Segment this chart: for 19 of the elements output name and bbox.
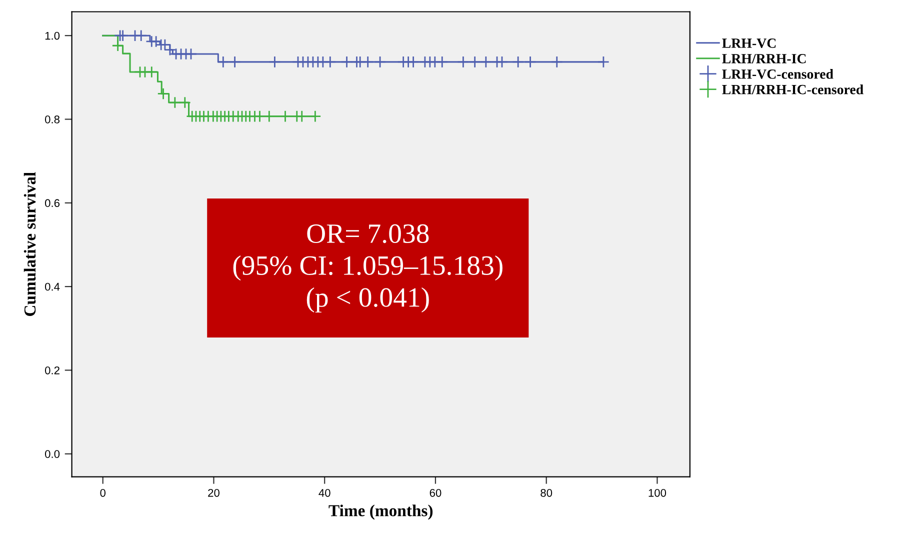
legend-label: LRH/RRH-IC-censored bbox=[722, 84, 864, 94]
annotation: OR= 7.038 (95% CI: 1.059–15.183) (p < 0.041) bbox=[233, 224, 502, 313]
legend-label: LRH-VC-censored bbox=[722, 69, 834, 79]
x-tick-label: 60 bbox=[430, 488, 442, 497]
y-tick-label: 0.4 bbox=[44, 282, 60, 291]
y-axis-title: Cumulative survival bbox=[24, 172, 36, 316]
x-tick-label: 40 bbox=[318, 488, 330, 497]
x-tick-label: 80 bbox=[540, 488, 552, 497]
y-tick-label: 0.0 bbox=[44, 450, 60, 458]
y-tick-label: 0.6 bbox=[44, 199, 60, 208]
x-tick-label: 0 bbox=[100, 488, 106, 497]
legend-label: LRH/RRH-IC bbox=[722, 54, 806, 64]
y-tick-label: 1.0 bbox=[45, 32, 60, 40]
x-axis-title: Time (months) bbox=[328, 504, 433, 520]
legend-label: LRH-VC bbox=[722, 38, 776, 48]
x-tick-label: 100 bbox=[648, 488, 666, 497]
y-tick-label: 0.2 bbox=[44, 366, 60, 374]
x-tick-label: 20 bbox=[208, 488, 220, 497]
y-tick-label: 0.8 bbox=[44, 116, 60, 124]
